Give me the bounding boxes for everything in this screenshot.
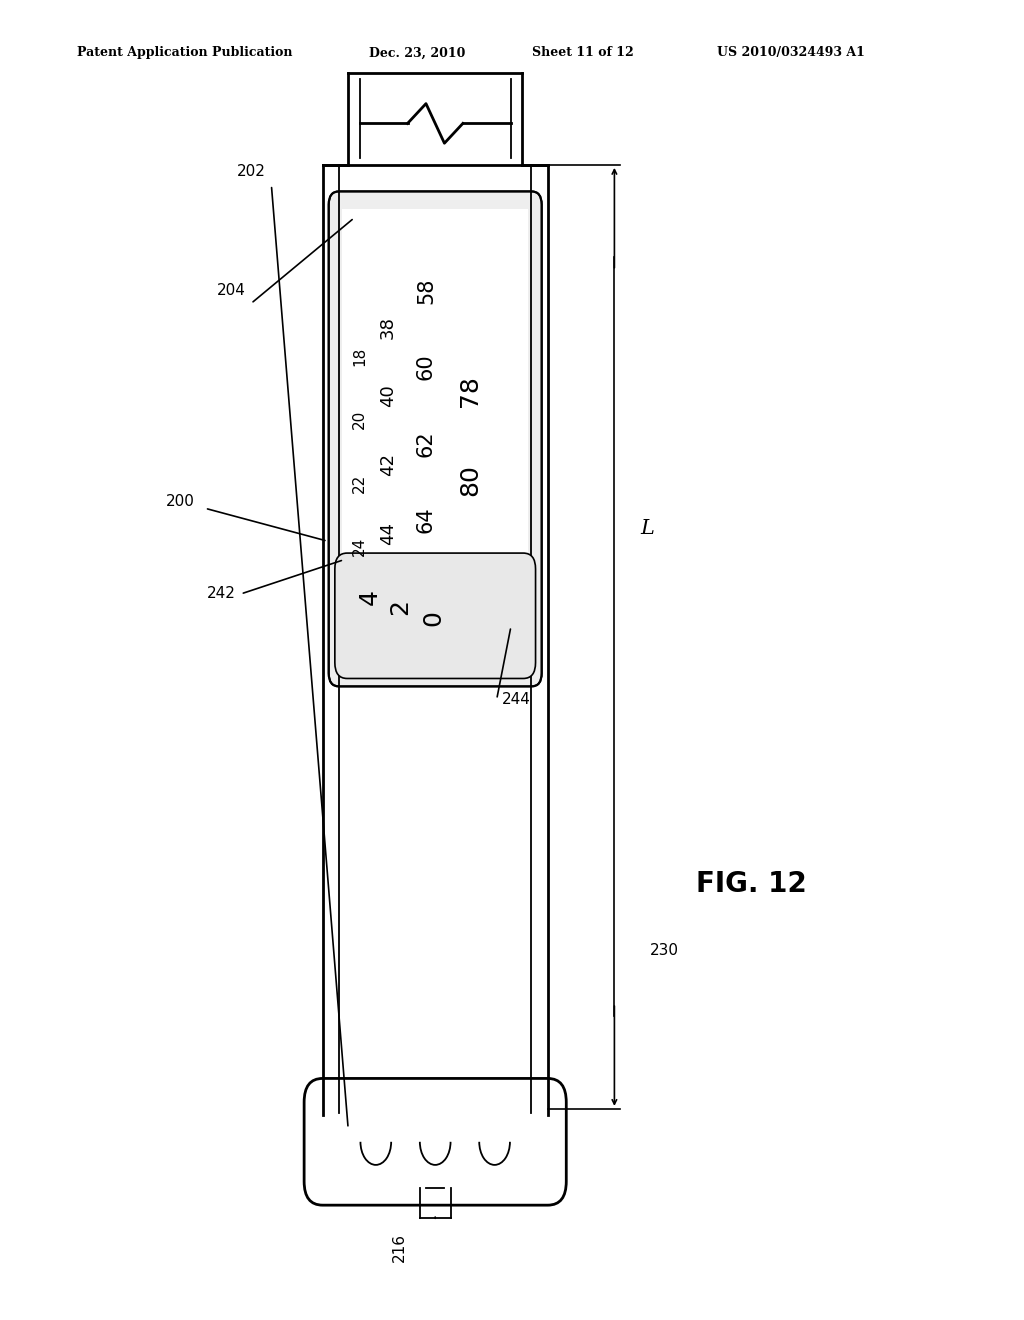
Text: 18: 18 (352, 347, 367, 366)
Text: 64: 64 (416, 507, 436, 533)
Text: L: L (640, 519, 654, 537)
Text: Patent Application Publication: Patent Application Publication (77, 46, 292, 59)
Text: 244: 244 (502, 692, 530, 708)
Text: 202: 202 (238, 164, 266, 180)
Text: Sheet 11 of 12: Sheet 11 of 12 (532, 46, 634, 59)
Text: 38: 38 (379, 315, 397, 339)
Text: US 2010/0324493 A1: US 2010/0324493 A1 (717, 46, 864, 59)
Text: FIG. 12: FIG. 12 (696, 870, 807, 899)
Text: 24: 24 (352, 537, 367, 556)
Text: 22: 22 (352, 474, 367, 492)
Text: 42: 42 (379, 453, 397, 477)
Text: 204: 204 (217, 282, 246, 298)
Text: Dec. 23, 2010: Dec. 23, 2010 (369, 46, 465, 59)
Text: 44: 44 (379, 521, 397, 545)
Text: 60: 60 (416, 354, 436, 380)
Text: 80: 80 (458, 465, 482, 496)
Text: 0: 0 (421, 610, 445, 626)
Text: 242: 242 (207, 586, 236, 602)
Text: 2: 2 (388, 599, 413, 615)
Polygon shape (342, 209, 528, 669)
Text: 20: 20 (352, 411, 367, 429)
Text: 216: 216 (392, 1233, 407, 1262)
Text: 58: 58 (416, 277, 436, 304)
Text: 230: 230 (650, 942, 679, 958)
Text: 200: 200 (166, 494, 195, 510)
Text: 40: 40 (379, 384, 397, 408)
Text: 78: 78 (458, 375, 482, 407)
Text: 62: 62 (416, 430, 436, 457)
FancyBboxPatch shape (335, 553, 536, 678)
Text: 4: 4 (357, 589, 382, 605)
FancyBboxPatch shape (329, 191, 542, 686)
